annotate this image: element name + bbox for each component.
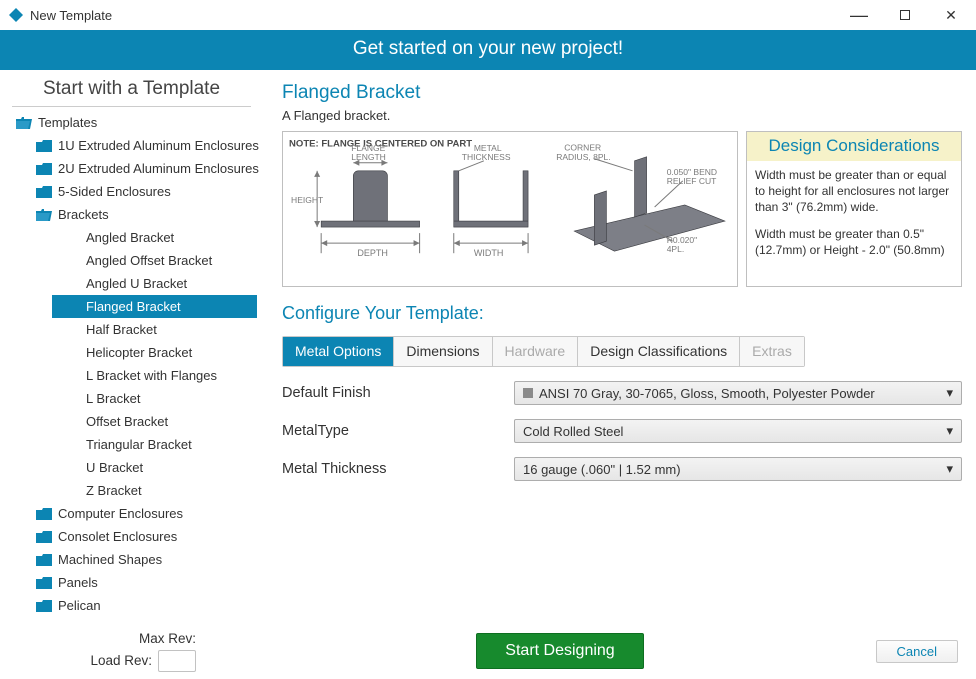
- thickness-value: 16 gauge (.060" | 1.52 mm): [523, 462, 681, 477]
- max-rev-label: Max Rev:: [139, 631, 196, 646]
- tree-item[interactable]: Offset Bracket: [52, 410, 261, 433]
- close-button[interactable]: ✕: [928, 0, 974, 30]
- tree-folder[interactable]: Computer Enclosures: [32, 502, 261, 525]
- tree-folder[interactable]: Panels: [32, 571, 261, 594]
- tree-item[interactable]: Helicopter Bracket: [52, 341, 261, 364]
- design-p1: Width must be greater than or equal to h…: [755, 167, 953, 216]
- chevron-down-icon: ▾: [946, 461, 953, 477]
- tree-folder[interactable]: 5-Sided Enclosures: [32, 180, 261, 203]
- load-rev-input[interactable]: [158, 650, 196, 672]
- configure-heading: Configure Your Template:: [282, 303, 962, 324]
- tree-item-selected[interactable]: Flanged Bracket: [52, 295, 257, 318]
- thickness-select[interactable]: 16 gauge (.060" | 1.52 mm) ▾: [514, 457, 962, 481]
- load-rev-label: Load Rev:: [90, 653, 152, 668]
- tree-item[interactable]: L Bracket: [52, 387, 261, 410]
- folder-icon: [36, 600, 52, 612]
- template-title: Flanged Bracket: [282, 82, 962, 104]
- svg-text:HEIGHT: HEIGHT: [291, 195, 323, 205]
- window-title: New Template: [30, 8, 112, 23]
- config-tabs: Metal Options Dimensions Hardware Design…: [282, 336, 805, 367]
- tree-item[interactable]: Angled Offset Bracket: [52, 249, 261, 272]
- cancel-button[interactable]: Cancel: [876, 640, 958, 663]
- folder-icon: [36, 140, 52, 152]
- tab-hardware: Hardware: [493, 337, 579, 366]
- footer: Max Rev: Load Rev: Start Designing Cance…: [0, 627, 976, 679]
- default-finish-label: Default Finish: [282, 385, 514, 401]
- tree-folder-brackets[interactable]: Brackets: [32, 203, 261, 226]
- tab-design-classifications[interactable]: Design Classifications: [578, 337, 740, 366]
- chevron-down-icon: ▾: [946, 385, 953, 401]
- folder-icon: [36, 577, 52, 589]
- metaltype-label: MetalType: [282, 423, 514, 439]
- thickness-label: Metal Thickness: [282, 461, 514, 477]
- tab-extras: Extras: [740, 337, 804, 366]
- tree-folder[interactable]: Consolet Enclosures: [32, 525, 261, 548]
- svg-text:WIDTH: WIDTH: [474, 248, 504, 258]
- tree-root-label: Templates: [38, 115, 97, 130]
- svg-text:DEPTH: DEPTH: [357, 248, 388, 258]
- design-heading: Design Considerations: [747, 132, 961, 161]
- tree-folder[interactable]: Pelican: [32, 594, 261, 617]
- design-considerations: Design Considerations Width must be grea…: [746, 131, 962, 287]
- folder-icon: [36, 531, 52, 543]
- tree-item[interactable]: Angled U Bracket: [52, 272, 261, 295]
- folder-icon: [36, 163, 52, 175]
- tab-dimensions[interactable]: Dimensions: [394, 337, 492, 366]
- default-finish-value: ANSI 70 Gray, 30-7065, Gloss, Smooth, Po…: [539, 386, 875, 401]
- finish-swatch: [523, 388, 533, 398]
- tree-item[interactable]: Triangular Bracket: [52, 433, 261, 456]
- folder-icon: [36, 508, 52, 520]
- start-designing-button[interactable]: Start Designing: [476, 633, 643, 669]
- banner: Get started on your new project!: [0, 30, 976, 70]
- folder-open-icon: [36, 209, 52, 221]
- default-finish-select[interactable]: ANSI 70 Gray, 30-7065, Gloss, Smooth, Po…: [514, 381, 962, 405]
- svg-text:CORNERRADIUS, 8PL.: CORNERRADIUS, 8PL.: [556, 143, 610, 162]
- svg-text:R0.020"4PL.: R0.020"4PL.: [667, 235, 697, 254]
- tree-item[interactable]: U Bracket: [52, 456, 261, 479]
- content-pane: Flanged Bracket A Flanged bracket. NOTE:…: [264, 70, 976, 627]
- tree-item[interactable]: Z Bracket: [52, 479, 261, 502]
- metaltype-select[interactable]: Cold Rolled Steel ▾: [514, 419, 962, 443]
- app-icon: [8, 7, 24, 23]
- sidebar: Start with a Template Templates 1U Extru…: [0, 70, 264, 627]
- svg-text:0.050" BENDRELIEF CUT: 0.050" BENDRELIEF CUT: [667, 167, 717, 186]
- template-subtitle: A Flanged bracket.: [282, 108, 962, 123]
- folder-icon: [36, 554, 52, 566]
- titlebar: New Template — ✕: [0, 0, 976, 30]
- tree-folder[interactable]: 1U Extruded Aluminum Enclosures: [32, 134, 261, 157]
- folder-icon: [36, 186, 52, 198]
- folder-open-icon: [16, 117, 32, 129]
- tree-root[interactable]: Templates: [12, 111, 261, 134]
- tree-item[interactable]: Angled Bracket: [52, 226, 261, 249]
- maximize-button[interactable]: [882, 0, 928, 30]
- template-diagram: NOTE: FLANGE IS CENTERED ON PART HEIGHT …: [282, 131, 738, 287]
- template-tree[interactable]: Templates 1U Extruded Aluminum Enclosure…: [0, 111, 261, 621]
- tab-metal-options[interactable]: Metal Options: [283, 337, 394, 366]
- tree-item[interactable]: L Bracket with Flanges: [52, 364, 261, 387]
- minimize-button[interactable]: —: [836, 0, 882, 30]
- svg-text:FLANGELENGTH: FLANGELENGTH: [351, 143, 386, 162]
- tree-folder[interactable]: Machined Shapes: [32, 548, 261, 571]
- tree-folder[interactable]: 2U Extruded Aluminum Enclosures: [32, 157, 261, 180]
- sidebar-heading: Start with a Template: [12, 78, 251, 107]
- design-p2: Width must be greater than 0.5" (12.7mm)…: [755, 226, 953, 258]
- chevron-down-icon: ▾: [946, 423, 953, 439]
- tree-item[interactable]: Half Bracket: [52, 318, 261, 341]
- metaltype-value: Cold Rolled Steel: [523, 424, 623, 439]
